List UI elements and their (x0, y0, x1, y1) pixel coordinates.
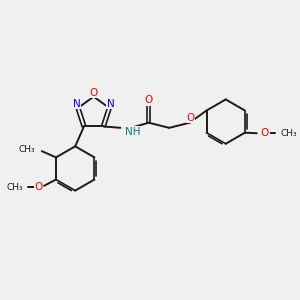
Text: O: O (34, 182, 43, 192)
Text: CH₃: CH₃ (7, 183, 23, 192)
Text: O: O (89, 88, 98, 98)
Text: CH₃: CH₃ (19, 145, 36, 154)
Text: NH: NH (125, 127, 140, 136)
Text: N: N (73, 99, 80, 109)
Text: CH₃: CH₃ (280, 129, 297, 138)
Text: O: O (261, 128, 269, 138)
Text: N: N (107, 99, 115, 109)
Text: O: O (186, 112, 194, 123)
Text: O: O (145, 95, 153, 105)
